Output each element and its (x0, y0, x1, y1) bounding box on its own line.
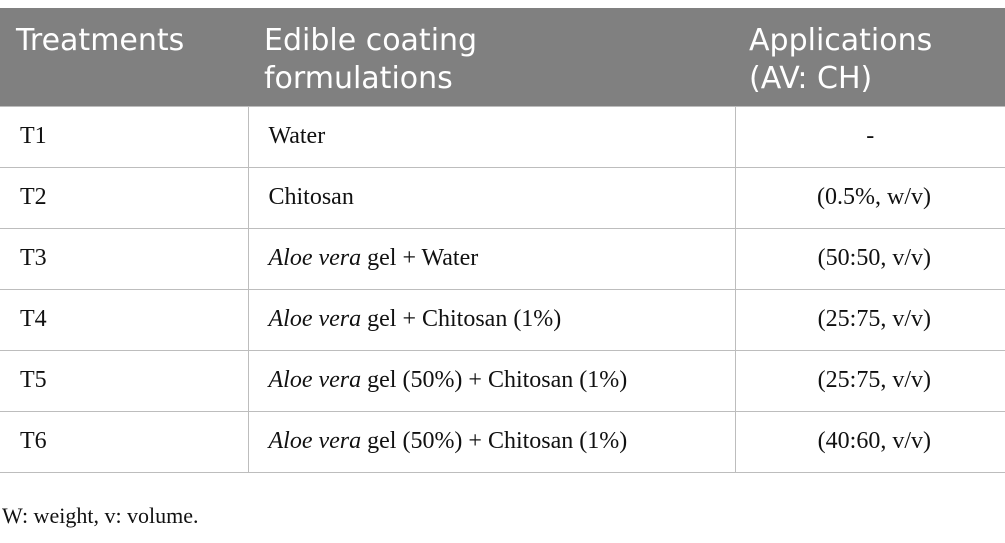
formulation-cell: Aloe vera gel (50%) + Chitosan (1%) (247, 349, 736, 412)
species-name: Aloe vera (268, 428, 362, 454)
header-line: formulations (264, 61, 453, 96)
species-name: Aloe vera (268, 367, 362, 393)
header-cell: Treatments (0, 8, 248, 106)
header-line: (AV: CH) (749, 61, 873, 96)
treatment-cell: T2 (0, 166, 249, 229)
table-row: T2 Chitosan (0.5%, w/v) (0, 166, 1005, 229)
application-cell: - (734, 105, 1005, 168)
formulation-cell: Water (247, 105, 736, 168)
treatment-cell: T6 (0, 410, 249, 473)
table-row: T4 Aloe vera gel + Chitosan (1%) (25:75, v… (0, 288, 1005, 351)
header-cell: Applications (AV: CH) (735, 8, 1005, 106)
formulation-text: gel + Water (361, 245, 479, 271)
formulation-text: gel + Chitosan (1%) (361, 306, 562, 332)
species-name: Aloe vera (268, 306, 362, 332)
treatment-cell: T1 (0, 105, 249, 168)
table-body: T1 Water - T2 Chitosan (0.5%, w/v) T3 Aloe vera… (0, 105, 1005, 473)
formulation-cell: Aloe vera gel + Chitosan (1%) (247, 288, 736, 351)
formulation-text: gel (50%) + Chitosan (1%) (361, 367, 628, 393)
treatment-cell: T3 (0, 227, 249, 290)
header-cell: Edible coating formulations (248, 8, 735, 106)
formulation-text: Chitosan (268, 184, 354, 210)
application-cell: (0.5%, w/v) (734, 166, 1005, 229)
formulation-text: Water (268, 123, 326, 149)
application-cell: (50:50, v/v) (734, 227, 1005, 290)
formulation-cell: Chitosan (247, 166, 736, 229)
header-line: Edible coating (264, 23, 478, 58)
formulation-cell: Aloe vera gel (50%) + Chitosan (1%) (247, 410, 736, 473)
table-row: T3 Aloe vera gel + Water (50:50, v/v) (0, 227, 1005, 290)
table-row: T6 Aloe vera gel (50%) + Chitosan (1%) (40… (0, 410, 1005, 473)
species-name: Aloe vera (268, 245, 362, 271)
treatment-cell: T4 (0, 288, 249, 351)
footnote: W: weight, v: volume. (2, 503, 199, 528)
table-row: T5 Aloe vera gel (50%) + Chitosan (1%) (25… (0, 349, 1005, 412)
formulation-cell: Aloe vera gel + Water (247, 227, 736, 290)
header-row: Treatments Edible coating formulations Ap… (0, 8, 1005, 106)
formulation-text: gel (50%) + Chitosan (1%) (361, 428, 628, 454)
application-cell: (40:60, v/v) (734, 410, 1005, 473)
table-row: T1 Water - (0, 105, 1005, 168)
data-table: Treatments Edible coating formulations Ap… (0, 8, 1005, 473)
treatment-cell: T5 (0, 349, 249, 412)
header-line: Applications (749, 23, 933, 58)
application-cell: (25:75, v/v) (734, 349, 1005, 412)
application-cell: (25:75, v/v) (734, 288, 1005, 351)
